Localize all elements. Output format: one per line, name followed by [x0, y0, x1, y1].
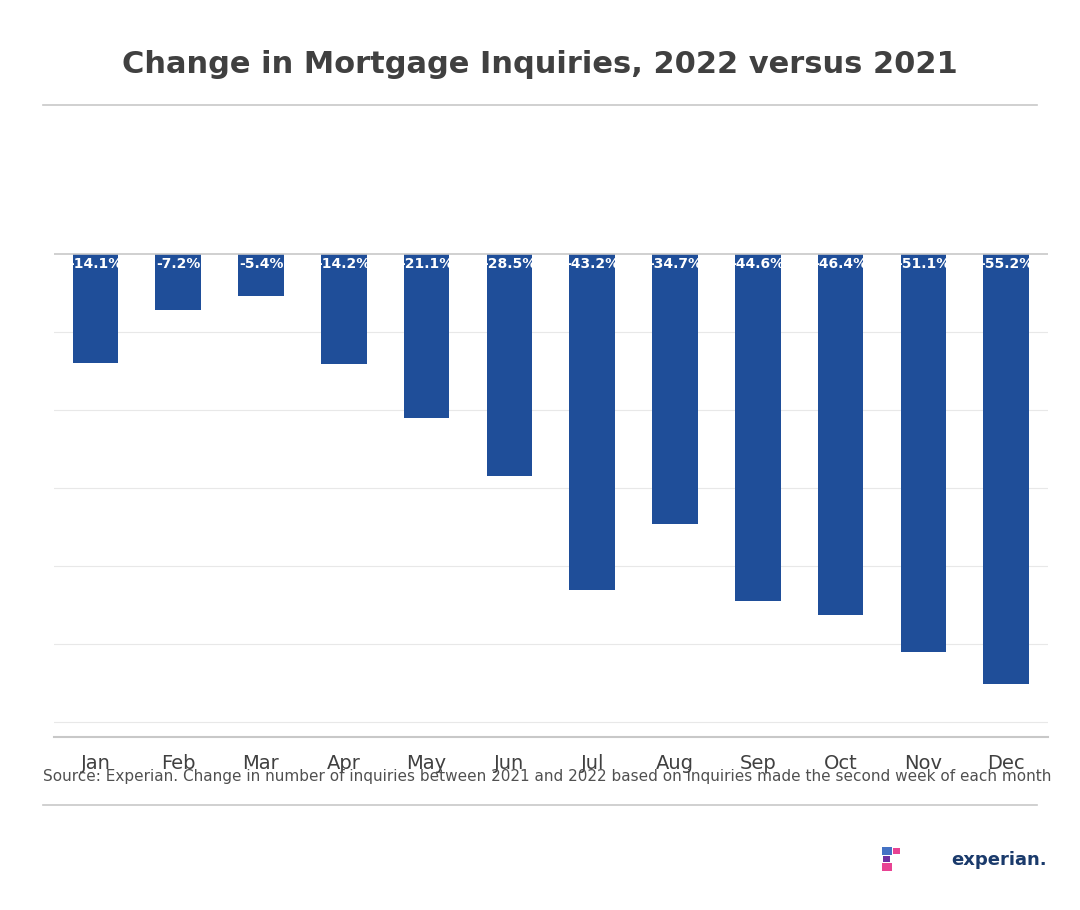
- Bar: [901, 254, 946, 652]
- Text: -55.2%: -55.2%: [980, 258, 1034, 271]
- Text: experian.: experian.: [951, 851, 1047, 869]
- Text: -21.1%: -21.1%: [400, 258, 454, 271]
- Text: -46.4%: -46.4%: [813, 258, 867, 271]
- Text: Source: Experian. Change in number of inquiries between 2021 and 2022 based on i: Source: Experian. Change in number of in…: [43, 769, 1052, 784]
- Text: -34.7%: -34.7%: [648, 258, 702, 271]
- Text: -51.1%: -51.1%: [896, 258, 950, 271]
- Bar: [735, 254, 781, 602]
- Bar: [72, 254, 118, 363]
- Bar: [652, 254, 698, 524]
- Text: -5.4%: -5.4%: [239, 258, 283, 271]
- Text: -7.2%: -7.2%: [156, 258, 201, 271]
- Text: -43.2%: -43.2%: [565, 258, 619, 271]
- Bar: [404, 254, 449, 418]
- Bar: [569, 254, 615, 591]
- Bar: [818, 254, 863, 615]
- Bar: [321, 254, 366, 364]
- Text: -44.6%: -44.6%: [731, 258, 785, 271]
- Bar: [984, 254, 1029, 684]
- Text: -28.5%: -28.5%: [483, 258, 537, 271]
- Bar: [487, 254, 532, 476]
- Text: -14.1%: -14.1%: [68, 258, 122, 271]
- Text: Change in Mortgage Inquiries, 2022 versus 2021: Change in Mortgage Inquiries, 2022 versu…: [122, 50, 958, 79]
- Text: -14.2%: -14.2%: [316, 258, 370, 271]
- Bar: [156, 254, 201, 309]
- Bar: [239, 254, 284, 296]
